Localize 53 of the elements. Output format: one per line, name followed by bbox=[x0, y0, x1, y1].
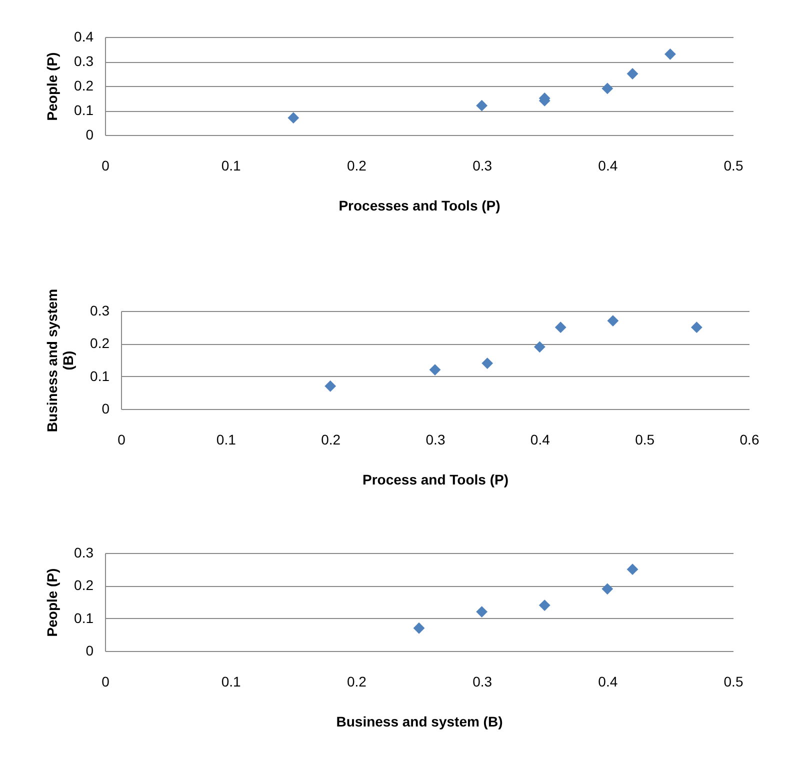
y-tick-label: 0 bbox=[102, 400, 110, 416]
point bbox=[476, 100, 488, 112]
point bbox=[413, 622, 425, 634]
point bbox=[664, 48, 676, 60]
y-axis-title: Business and system (B) bbox=[44, 288, 76, 432]
point bbox=[288, 112, 300, 124]
x-tick-label: 0.2 bbox=[346, 158, 367, 174]
x-tick-label: 0.4 bbox=[598, 674, 618, 690]
point bbox=[626, 564, 638, 576]
point bbox=[554, 322, 566, 334]
point bbox=[538, 600, 550, 611]
y-tick-label: 0.1 bbox=[90, 368, 110, 384]
y-tick-label: 0 bbox=[86, 642, 94, 658]
point bbox=[324, 380, 336, 392]
x-tick-label: 0.3 bbox=[426, 432, 446, 448]
x-tick-label: 0.2 bbox=[321, 432, 341, 448]
y-tick-label: 0.1 bbox=[74, 102, 94, 118]
point bbox=[607, 315, 619, 326]
x-tick-label: 0.4 bbox=[598, 158, 618, 174]
x-axis-title: Process and Tools (P) bbox=[362, 472, 508, 488]
y-tick-label: 0.2 bbox=[90, 335, 110, 352]
x-tick-label: 0.1 bbox=[216, 432, 236, 448]
y-axis-title: People (P) bbox=[44, 52, 60, 121]
y-tick-label: 0.3 bbox=[74, 53, 94, 69]
x-tick-label: 0.3 bbox=[472, 158, 492, 174]
point bbox=[534, 341, 546, 353]
x-tick-label: 0 bbox=[118, 432, 126, 448]
y-tick-label: 0.3 bbox=[74, 544, 94, 560]
point bbox=[482, 358, 494, 369]
x-tick-label: 0.3 bbox=[472, 674, 492, 690]
point bbox=[476, 606, 488, 618]
x-tick-label: 0.5 bbox=[635, 432, 655, 448]
x-axis-title: Business and system (B) bbox=[336, 714, 503, 730]
x-tick-label: 0.4 bbox=[530, 432, 550, 448]
y-axis-title: People (P) bbox=[44, 568, 60, 637]
x-axis-title: Processes and Tools (P) bbox=[338, 198, 500, 214]
y-tick-label: 0.1 bbox=[74, 610, 94, 626]
y-tick-label: 0.2 bbox=[74, 577, 94, 594]
y-tick-label: 0.2 bbox=[74, 78, 94, 94]
x-tick-label: 0.1 bbox=[221, 674, 242, 690]
point bbox=[626, 68, 638, 80]
x-tick-label: 0.6 bbox=[740, 432, 760, 448]
point bbox=[602, 82, 614, 94]
y-tick-label: 0 bbox=[86, 126, 94, 142]
x-tick-label: 0.5 bbox=[724, 158, 744, 174]
y-tick-label: 0.3 bbox=[90, 302, 110, 318]
x-tick-label: 0.5 bbox=[724, 674, 744, 690]
y-tick-label: 0.4 bbox=[74, 28, 94, 44]
point bbox=[602, 583, 614, 595]
x-tick-label: 0.2 bbox=[346, 674, 367, 690]
x-tick-label: 0.1 bbox=[221, 158, 242, 174]
point bbox=[690, 322, 702, 334]
point bbox=[429, 364, 441, 376]
